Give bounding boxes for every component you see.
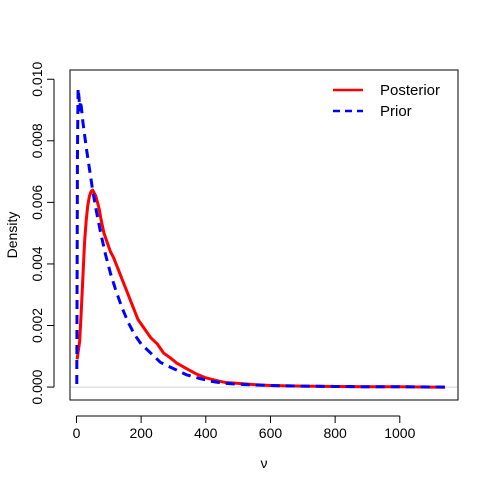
legend-label-prior: Prior	[380, 103, 412, 120]
legend: Posterior Prior	[333, 82, 440, 120]
x-tick-label: 400	[194, 425, 218, 441]
y-tick-label: 0.006	[29, 185, 45, 220]
x-tick-label: 200	[129, 425, 153, 441]
x-tick-label: 800	[323, 425, 347, 441]
y-tick-label: 0.002	[29, 308, 45, 343]
series-line-posterior	[75, 188, 446, 389]
plot-frame	[69, 69, 459, 401]
legend-label-posterior: Posterior	[380, 82, 440, 99]
series-layer	[75, 86, 446, 389]
y-tick-label: 0.000	[29, 369, 45, 404]
y-axis-label: Density	[4, 212, 20, 259]
y-tick-label: 0.008	[29, 123, 45, 158]
x-tick-label: 0	[73, 425, 81, 441]
x-axis: 0 200 400 600 800 1000	[73, 415, 416, 441]
y-axis: 0.000 0.002 0.004 0.006 0.008 0.010	[29, 62, 55, 405]
y-tick-label: 0.004	[29, 246, 45, 281]
x-tick-label: 600	[259, 425, 283, 441]
x-tick-label: 1000	[384, 425, 415, 441]
x-axis-label: ν	[261, 455, 268, 471]
series-line-prior	[75, 86, 446, 389]
y-tick-label: 0.010	[29, 62, 45, 97]
